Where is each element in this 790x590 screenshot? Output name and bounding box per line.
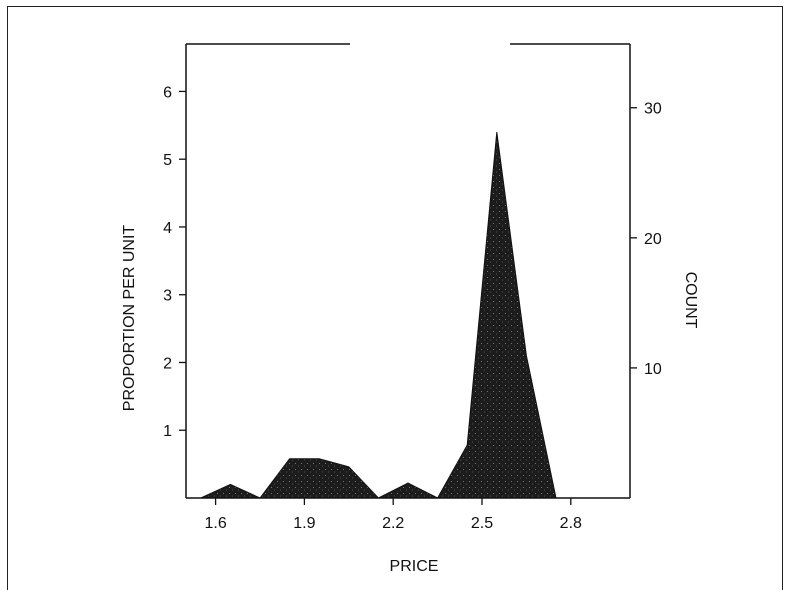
y-axis-label: PROPORTION PER UNIT: [121, 225, 138, 412]
y-tick-label: 1: [163, 423, 172, 440]
x-axis-label: PRICE: [390, 558, 439, 575]
y-tick-label: 4: [163, 220, 172, 237]
secondary-y-axis-label: COUNT: [682, 272, 699, 329]
plot-area: [185, 43, 631, 499]
axes-layer: 1.6 1.9 2.2 2.5 2.8 1 2 3 4 5 6 10 20 30: [163, 84, 662, 532]
y-tick-label: 2: [163, 355, 172, 372]
x-tick-label: 1.6: [204, 515, 226, 532]
y-tick-label: 5: [163, 152, 172, 169]
y2-tick-label: 20: [644, 231, 662, 248]
x-tick-label: 2.2: [382, 515, 404, 532]
x-tick-label: 1.9: [293, 515, 315, 532]
y2-tick-label: 10: [644, 361, 662, 378]
series-area: [200, 132, 557, 499]
y-tick-label: 3: [163, 288, 172, 305]
y2-tick-label: 30: [644, 101, 662, 118]
x-tick-label: 2.5: [471, 515, 493, 532]
x-tick-label: 2.8: [560, 515, 582, 532]
series-area-layer: [200, 132, 557, 499]
y-tick-label: 6: [163, 84, 172, 101]
